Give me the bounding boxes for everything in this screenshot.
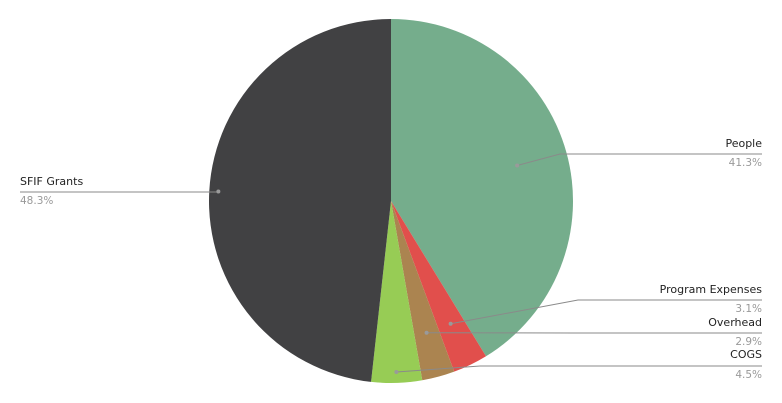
leader-line-cogs xyxy=(396,365,762,373)
slice-label-sfif-grants: SFIF Grants xyxy=(20,175,83,188)
leader-dot-people xyxy=(515,163,520,168)
slice-percent-overhead: 2.9% xyxy=(735,336,762,348)
slice-label-cogs: COGS xyxy=(730,348,762,361)
leader-line-program-expenses xyxy=(450,299,762,325)
slice-label-overhead: Overhead xyxy=(708,316,762,329)
slice-percent-program-expenses: 3.1% xyxy=(735,303,762,315)
slice-label-program-expenses: Program Expenses xyxy=(660,283,763,296)
leader-dot-program-expenses xyxy=(448,321,453,326)
leader-dot-sfif-grants xyxy=(216,189,221,194)
pie-slice-people[interactable] xyxy=(391,19,573,357)
slice-percent-cogs: 4.5% xyxy=(735,369,762,381)
leader-dot-overhead xyxy=(424,330,429,335)
pie-slice-sfif-grants[interactable] xyxy=(208,19,391,382)
pie-slice-cogs[interactable] xyxy=(371,201,423,383)
slice-label-people: People xyxy=(725,137,762,150)
leader-dot-cogs xyxy=(394,369,399,374)
leader-line-people xyxy=(517,153,762,166)
pie-slice-program-expenses[interactable] xyxy=(391,201,487,372)
slice-percent-sfif-grants: 48.3% xyxy=(20,195,53,207)
pie-slice-overhead[interactable] xyxy=(391,201,455,381)
slice-percent-people: 41.3% xyxy=(729,157,762,169)
